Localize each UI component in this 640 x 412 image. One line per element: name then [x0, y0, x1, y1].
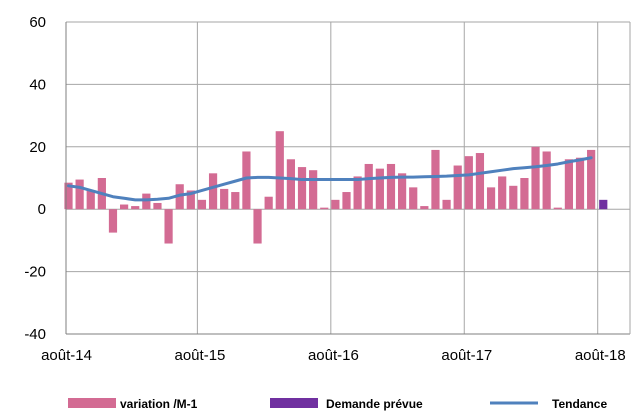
x-tick-label: août-15 — [175, 347, 226, 364]
bar-variation — [486, 187, 496, 210]
bar-variation — [575, 157, 585, 210]
y-tick-label: 20 — [29, 139, 46, 156]
bar-variation — [475, 153, 485, 210]
bar-variation — [386, 163, 396, 210]
bar-variation — [108, 209, 118, 233]
bar-variation — [208, 173, 218, 210]
bar-variation — [531, 146, 540, 210]
bar-variation — [86, 190, 95, 210]
y-tick-label: -20 — [24, 264, 46, 281]
trend-line — [67, 156, 593, 202]
bar-variation — [498, 176, 507, 210]
bar-variation — [220, 188, 229, 210]
bar-variation — [553, 207, 562, 210]
bar-variation — [331, 199, 340, 210]
bar-variation — [464, 156, 473, 210]
y-tick-label: 0 — [38, 201, 46, 218]
bar-variation — [309, 170, 318, 210]
bar-variation — [253, 209, 262, 244]
bar-variation — [442, 199, 451, 210]
bar-variation — [564, 159, 573, 210]
legend-swatch-variation — [68, 398, 116, 408]
bar-variation — [231, 192, 240, 210]
bar-variation — [297, 167, 307, 210]
bar-variation — [520, 178, 529, 210]
bar-variation — [409, 187, 418, 210]
trend-line-group — [67, 156, 593, 202]
bar-variation — [364, 163, 373, 210]
bar-variation — [120, 204, 129, 210]
legend-label-tendance: Tendance — [552, 397, 607, 411]
legend: variation /M-1 Demande prévue Tendance — [68, 397, 607, 411]
y-tick-label: -40 — [24, 326, 46, 343]
bar-variation — [453, 165, 462, 210]
bar-variation — [420, 206, 429, 210]
bar-variation — [175, 184, 184, 210]
bar-variation — [398, 173, 407, 210]
bar-demande-prevue — [599, 199, 608, 210]
x-tick-label: août-16 — [308, 347, 359, 364]
x-tick-label: août-14 — [41, 347, 92, 364]
forecast-bars — [599, 199, 608, 210]
axes — [65, 22, 631, 335]
y-tick-label: 40 — [29, 76, 46, 93]
bar-variation — [264, 196, 273, 210]
bar-variation — [509, 185, 518, 210]
bar-variation — [75, 179, 84, 210]
bar-variation — [542, 151, 551, 210]
bar-variation — [131, 206, 140, 210]
x-tick-labels: août-14 août-15 août-16 août-17 août-18 — [41, 347, 626, 364]
bar-variation — [286, 159, 295, 210]
bar-variation — [142, 193, 151, 210]
bar-variation — [64, 182, 73, 210]
x-tick-label: août-18 — [575, 347, 626, 364]
y-tick-label: 60 — [29, 14, 46, 31]
legend-label-demande-prevue: Demande prévue — [326, 397, 423, 411]
legend-swatch-demande-prevue — [270, 398, 318, 408]
bars — [64, 131, 596, 244]
bar-variation — [320, 207, 329, 210]
y-tick-labels: -40 -20 0 20 40 60 — [24, 14, 46, 343]
bar-variation — [342, 192, 351, 210]
bar-variation — [375, 168, 384, 210]
bar-variation — [153, 202, 162, 210]
legend-label-variation: variation /M-1 — [120, 397, 198, 411]
bar-variation — [587, 149, 596, 210]
bar-variation — [242, 151, 251, 210]
bar-variation — [186, 190, 195, 210]
bar-variation — [431, 149, 440, 210]
bar-variation — [275, 131, 284, 210]
bar-variation — [164, 209, 173, 244]
bar-variation — [353, 176, 362, 210]
bar-variation — [197, 199, 207, 210]
x-tick-label: août-17 — [441, 347, 492, 364]
